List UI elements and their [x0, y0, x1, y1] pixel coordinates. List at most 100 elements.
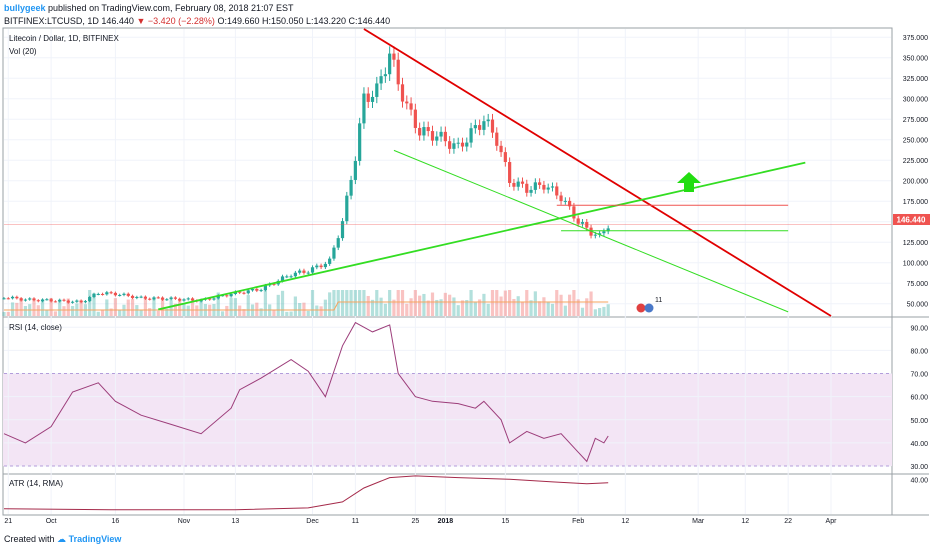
candle-body — [169, 297, 173, 300]
rsi-tick-label: 80.00 — [910, 348, 928, 355]
candle-body — [473, 125, 477, 129]
candle-body — [430, 131, 435, 141]
volume-bar — [503, 290, 507, 316]
candle-body — [409, 103, 413, 110]
volume-bar — [353, 290, 357, 316]
candle-body — [255, 288, 259, 291]
candle-body — [139, 296, 143, 298]
tradingview-brand[interactable]: TradingView — [68, 534, 122, 544]
candle-body — [242, 292, 246, 294]
candle-body — [19, 298, 23, 301]
candle-body — [516, 181, 520, 187]
volume-bar — [169, 300, 173, 316]
volume-bar — [53, 311, 58, 316]
candle-body — [182, 299, 186, 301]
volume-bar — [516, 296, 520, 316]
candle-body — [263, 285, 267, 291]
volume-bar — [576, 299, 580, 316]
volume-bar — [143, 298, 148, 316]
candle-body — [83, 301, 88, 303]
time-tick-label: 2018 — [438, 518, 454, 525]
candle-body — [15, 296, 19, 299]
event-flag-icon[interactable] — [636, 303, 646, 313]
volume-bar — [19, 297, 23, 316]
candle-body — [40, 299, 45, 302]
volume-bar — [362, 290, 366, 316]
volume-bar — [139, 310, 143, 316]
candle-body — [362, 93, 366, 124]
volume-bar — [32, 300, 36, 316]
candle-body — [332, 247, 336, 259]
time-tick-label: 25 — [411, 518, 419, 525]
candle-body — [186, 298, 190, 300]
candle-body — [143, 296, 148, 299]
candle-body — [109, 292, 113, 294]
candle-body — [96, 293, 100, 295]
volume-bar — [126, 299, 130, 316]
volume-bar — [546, 302, 550, 316]
volume-bar — [559, 294, 563, 316]
rsi-tick-label: 90.00 — [910, 325, 928, 332]
price-tag-text: 146.440 — [897, 216, 926, 225]
candle-body — [460, 142, 465, 147]
candle-body — [315, 265, 319, 268]
volume-bar — [66, 298, 70, 316]
candle-body — [508, 162, 512, 183]
volume-bar — [23, 305, 28, 316]
price-tick-label: 175.000 — [903, 199, 928, 206]
time-tick-label: 12 — [621, 518, 629, 525]
candle-body — [486, 119, 490, 122]
main-pane-title: Litecoin / Dollar, 1D, BITFINEX — [9, 34, 119, 43]
candle-body — [66, 300, 70, 303]
volume-bar — [452, 297, 456, 316]
candle-body — [212, 298, 216, 300]
atr-tick-label: 40.00 — [910, 477, 928, 484]
candle-body — [319, 265, 323, 268]
candle-body — [542, 184, 546, 190]
candle-body — [298, 270, 302, 273]
volume-bar — [310, 290, 315, 316]
volume-bar — [456, 305, 460, 316]
candle-body — [478, 125, 482, 130]
candle-body — [238, 291, 242, 293]
candle-body — [358, 123, 362, 161]
volume-bar — [152, 298, 156, 316]
volume-bar — [233, 298, 237, 316]
event-flag-icon[interactable] — [644, 303, 654, 313]
candle-body — [75, 300, 79, 302]
candle-body — [79, 300, 83, 303]
time-tick-label: 21 — [4, 518, 12, 525]
price-tick-label: 350.000 — [903, 56, 928, 63]
volume-bar — [340, 290, 345, 316]
volume-ma-line — [4, 301, 609, 311]
atr-legend: ATR (14, RMA) — [9, 479, 64, 488]
candle-body — [525, 183, 529, 193]
volume-bar — [388, 290, 392, 316]
volume-bar — [190, 299, 195, 316]
trend-line — [158, 161, 806, 311]
volume-bar — [160, 298, 165, 316]
price-tick-label: 125.000 — [903, 240, 928, 247]
candle-body — [2, 298, 6, 300]
volume-bar — [242, 309, 246, 316]
candle-body — [439, 131, 443, 137]
candle-body — [323, 263, 327, 268]
volume-bar — [409, 298, 413, 316]
volume-bar — [92, 292, 96, 316]
author-name[interactable]: bullygeek — [4, 3, 46, 13]
candle-body — [58, 299, 62, 302]
candle-body — [490, 119, 495, 133]
volume-bar — [443, 292, 447, 316]
price-tick-label: 200.000 — [903, 179, 928, 186]
symbol-name: BITFINEX:LTCUSD, 1D — [4, 16, 99, 26]
candle-body — [225, 295, 229, 297]
candle-body — [10, 296, 15, 299]
volume-bar — [486, 303, 490, 316]
time-tick-label: Nov — [178, 518, 191, 525]
candle-body — [113, 292, 118, 296]
candle-body — [435, 136, 439, 141]
volume-bars — [2, 290, 610, 316]
volume-bar — [478, 299, 482, 316]
indicator-lines — [3, 321, 609, 511]
